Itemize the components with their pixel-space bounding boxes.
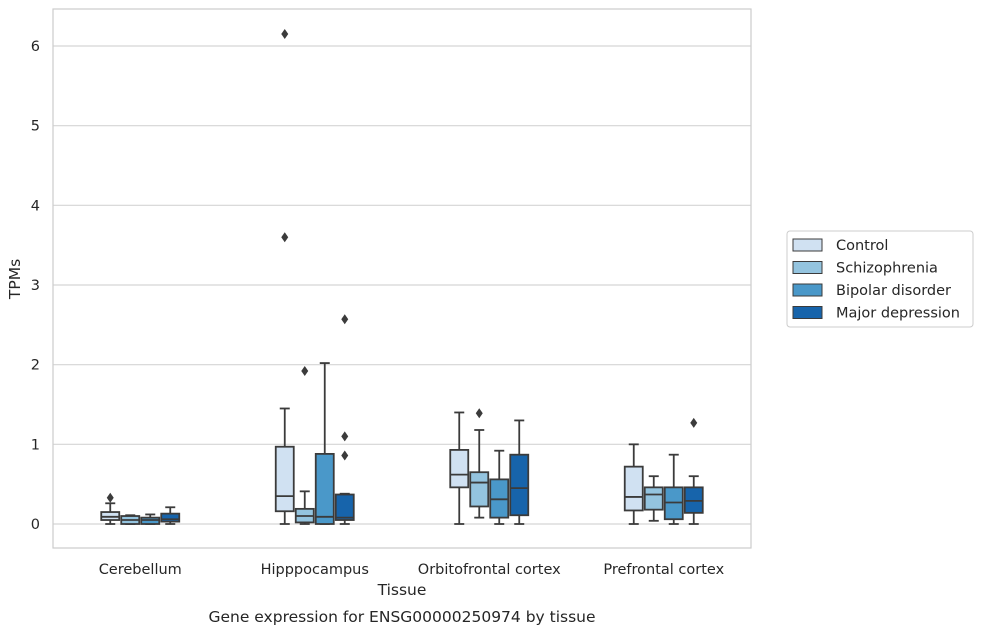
gridlines: [53, 45, 751, 525]
box-control: [100, 492, 121, 525]
outlier-point: [281, 29, 289, 40]
y-tick-label: 4: [31, 198, 40, 214]
box-iqr: [314, 452, 335, 525]
legend-swatch: [792, 261, 823, 274]
outlier-point: [341, 314, 349, 325]
box-iqr: [449, 449, 470, 489]
box-iqr: [274, 445, 295, 513]
box-iqr: [643, 486, 664, 511]
box-iqr: [509, 453, 530, 517]
outlier-point: [341, 450, 349, 461]
box-schizophrenia: [120, 514, 141, 525]
box-iqr: [334, 493, 355, 521]
legend-label: Control: [836, 238, 888, 254]
box-bipolar-disorder: [140, 513, 161, 525]
box-schizophrenia: [294, 366, 315, 525]
y-tick-labels: 0 1 2 3 4 5 6: [31, 39, 40, 533]
legend-swatch: [792, 306, 823, 319]
plot-area-border: [52, 8, 752, 549]
legend-label: Schizophrenia: [836, 261, 938, 277]
box-iqr: [469, 471, 490, 508]
legend-swatch: [792, 238, 823, 252]
y-tick-label: 6: [31, 39, 40, 55]
outlier-point: [475, 408, 483, 419]
outlier-point: [281, 232, 289, 243]
box-iqr: [623, 465, 644, 512]
legend-swatch: [792, 283, 823, 297]
y-tick-label: 5: [31, 119, 40, 135]
legend-label: Major depression: [836, 306, 960, 322]
outlier-point: [106, 492, 114, 503]
y-tick-label: 1: [31, 437, 40, 453]
box-major-depression: [160, 506, 181, 525]
box-control: [449, 411, 470, 525]
legend-frame: [786, 230, 974, 328]
box-major-depression: [334, 314, 355, 525]
box-iqr: [160, 512, 181, 523]
y-tick-label: 2: [31, 358, 40, 374]
box-schizophrenia: [469, 408, 490, 519]
x-tick-label: Cerebellum: [99, 562, 182, 578]
legend: Control Schizophrenia Bipolar disorder Majo…: [786, 230, 974, 328]
y-axis-label: TPMs: [6, 259, 24, 300]
box-plots: [100, 29, 704, 525]
x-tick-label: Prefrontal cortex: [603, 562, 724, 578]
chart-title: Gene expression for ENSG00000250974 by t…: [208, 608, 595, 626]
box-schizophrenia: [643, 475, 664, 522]
outlier-point: [341, 431, 349, 442]
box-bipolar-disorder: [663, 453, 684, 525]
outlier-point: [301, 366, 309, 377]
y-tick-label: 3: [31, 278, 40, 294]
box-control: [623, 443, 644, 525]
box-bipolar-disorder: [314, 362, 335, 525]
x-tick-labels: Cerebellum Hipppocampus Orbitofrontal cort…: [99, 562, 725, 578]
x-tick-label: Hipppocampus: [261, 562, 369, 578]
box-control: [274, 29, 295, 525]
y-tick-label: 0: [31, 517, 40, 533]
outlier-point: [690, 417, 698, 428]
x-axis-label: Tissue: [377, 581, 427, 599]
box-bipolar-disorder: [489, 449, 510, 525]
legend-label: Bipolar disorder: [836, 283, 951, 299]
box-major-depression: [683, 417, 704, 525]
x-tick-label: Orbitofrontal cortex: [418, 562, 561, 578]
box-major-depression: [509, 419, 530, 525]
